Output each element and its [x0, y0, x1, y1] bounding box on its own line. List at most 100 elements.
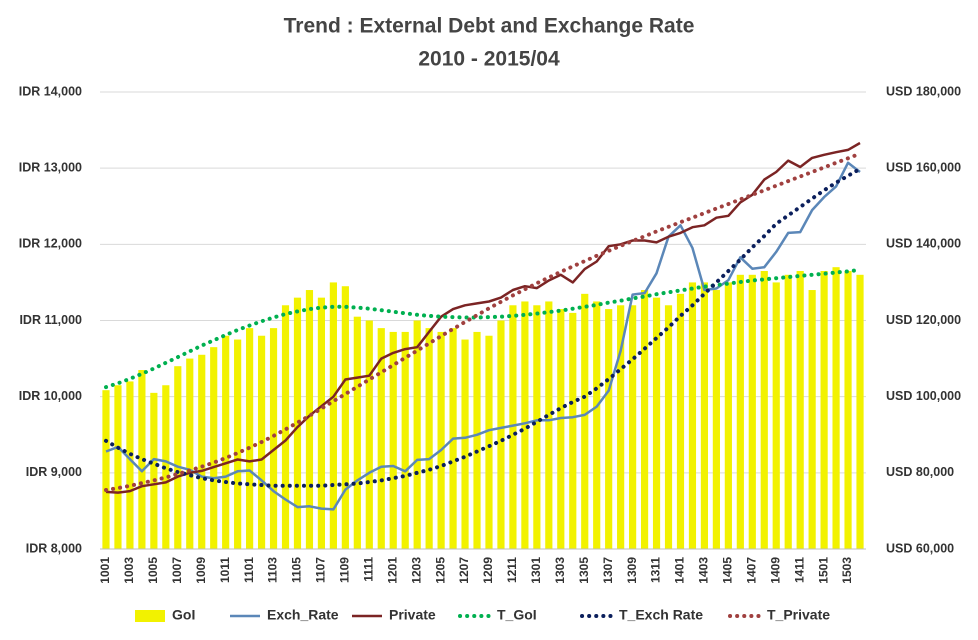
chart-subtitle: 2010 - 2015/04 [418, 48, 560, 71]
chart-title: Trend : External Debt and Exchange Rate [284, 15, 695, 38]
x-tick-label: 1101 [242, 557, 256, 583]
x-tick-label: 1009 [194, 557, 208, 584]
x-tick-label: 1203 [409, 557, 423, 584]
legend-label: GoI [172, 607, 195, 623]
bar [305, 290, 314, 549]
x-tick-label: 1411 [792, 557, 806, 583]
bar [365, 320, 373, 549]
bar [473, 331, 481, 549]
bar [605, 309, 613, 549]
bar [329, 282, 337, 549]
line [105, 161, 861, 511]
bar [617, 305, 625, 549]
line [105, 141, 861, 494]
bar [401, 331, 409, 549]
x-tick-label: 1403 [697, 557, 711, 584]
y2-tick-label: USD 80,000 [886, 465, 954, 479]
bar [664, 305, 673, 549]
x-tick-label: 1501 [816, 557, 830, 584]
bar [712, 290, 720, 549]
x-tick-label: 1111 [361, 557, 375, 582]
bar [581, 293, 589, 549]
x-tick-label: 1201 [385, 557, 399, 584]
bar [317, 297, 326, 549]
x-tick-label: 1301 [529, 557, 543, 584]
bar [676, 293, 685, 549]
bar [748, 274, 756, 549]
trend-line [104, 267, 862, 390]
legend-label: Exch_Rate [267, 607, 339, 623]
y-tick-label: IDR 8,000 [26, 541, 82, 555]
bar [533, 305, 541, 549]
y-tick-label: IDR 11,000 [19, 313, 82, 327]
x-tick-label: 1401 [673, 557, 687, 584]
y2-tick-label: USD 100,000 [886, 389, 961, 403]
bar [293, 297, 302, 549]
bar [102, 390, 110, 549]
x-tick-label: 1303 [553, 557, 567, 584]
bar [126, 381, 134, 549]
x-tick-label: 1409 [768, 557, 782, 584]
trend-line [104, 151, 862, 492]
bar [760, 270, 768, 549]
y2-tick-label: USD 60,000 [886, 541, 954, 555]
bar [246, 328, 254, 549]
bar [198, 354, 206, 549]
bar [174, 366, 182, 549]
bar [652, 297, 661, 549]
x-tick-label: 1005 [146, 557, 160, 584]
bar [234, 339, 242, 549]
x-tick-label: 1407 [744, 557, 758, 584]
bar [593, 301, 601, 549]
legend-label: Private [389, 607, 436, 623]
trend-line [104, 166, 862, 488]
bar [269, 328, 278, 549]
bar [724, 282, 732, 549]
bar [844, 270, 852, 549]
legend-label: T_Private [767, 607, 830, 623]
bar [222, 335, 230, 549]
bar [820, 270, 828, 549]
bar [772, 282, 780, 549]
bar [341, 286, 349, 549]
y2-tick-label: USD 160,000 [886, 160, 961, 174]
bar [700, 282, 709, 549]
bar [557, 309, 565, 549]
bar [545, 301, 553, 549]
y2-tick-label: USD 180,000 [886, 84, 961, 98]
x-tick-label: 1011 [218, 557, 232, 583]
bar [640, 290, 649, 549]
x-tick-label: 1007 [170, 557, 184, 584]
legend-label: T_Exch Rate [619, 607, 703, 623]
y2-tick-label: USD 140,000 [886, 237, 961, 251]
x-tick-label: 1503 [840, 557, 854, 584]
x-tick-label: 1309 [625, 557, 639, 584]
bar [808, 290, 816, 549]
x-tick-label: 1209 [481, 557, 495, 584]
x-tick-label: 1103 [266, 557, 280, 583]
bar [569, 312, 577, 549]
bar [413, 320, 421, 549]
bar [784, 274, 792, 549]
bar [521, 301, 529, 549]
x-tick-label: 1105 [290, 557, 304, 583]
bar [437, 331, 445, 549]
bar [688, 282, 697, 549]
x-tick-label: 1109 [338, 557, 352, 583]
y-tick-label: IDR 14,000 [19, 84, 82, 98]
x-tick-label: 1311 [649, 557, 663, 583]
bar [425, 328, 433, 549]
x-tick-label: 1307 [601, 557, 615, 584]
y2-tick-label: USD 120,000 [886, 313, 961, 327]
x-tick-label: 1001 [98, 557, 112, 584]
bar [114, 385, 122, 549]
bar [485, 335, 493, 549]
x-tick-label: 1107 [314, 557, 328, 583]
x-tick-label: 1405 [721, 557, 735, 584]
x-tick-label: 1003 [122, 557, 136, 584]
y-tick-label: IDR 9,000 [26, 465, 82, 479]
bar [389, 331, 397, 549]
x-tick-label: 1305 [577, 557, 591, 584]
bar [138, 370, 146, 549]
